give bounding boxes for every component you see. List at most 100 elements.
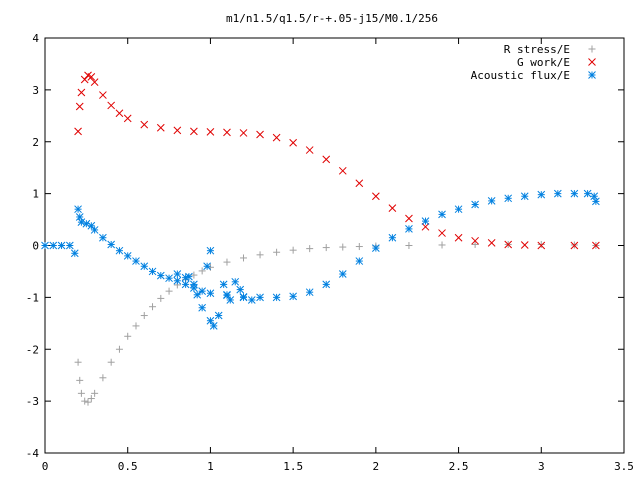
marker-stroke xyxy=(272,133,281,142)
marker-stroke xyxy=(193,290,202,299)
marker-stroke xyxy=(203,262,211,271)
data-point xyxy=(236,285,245,294)
y-tick-label: -4 xyxy=(26,447,40,460)
data-point xyxy=(157,294,165,302)
data-point xyxy=(99,91,107,99)
y-tick-label: -3 xyxy=(26,395,39,408)
legend-label: Acoustic flux/E xyxy=(471,69,570,82)
marker-stroke xyxy=(322,155,331,164)
axis-ticks: 0 0.5 1 1.5 2 2.5 3 3.5 -4 -3 -2 -1 0 1 2 3 4 xyxy=(26,32,634,473)
marker-stroke xyxy=(590,192,599,201)
plot-border xyxy=(44,37,625,454)
data-point xyxy=(74,358,82,366)
data-point xyxy=(132,257,140,265)
marker-stroke xyxy=(87,221,96,230)
marker-stroke xyxy=(372,192,380,201)
y-tick-label: 1 xyxy=(32,188,39,201)
data-point xyxy=(305,146,314,154)
data-point xyxy=(77,88,86,97)
marker-stroke xyxy=(123,252,132,260)
legend-label: G work/E xyxy=(517,56,570,69)
marker-stroke xyxy=(570,189,579,198)
data-point xyxy=(438,229,446,237)
marker-stroke xyxy=(438,210,446,219)
marker-stroke xyxy=(372,244,380,252)
x-tick-label: 0.5 xyxy=(118,460,138,473)
data-point xyxy=(372,192,380,201)
marker-stroke xyxy=(57,241,66,250)
x-tick-label: 2 xyxy=(373,460,380,473)
marker-stroke xyxy=(123,114,132,123)
data-point xyxy=(140,312,148,320)
plot-frame xyxy=(44,37,625,454)
data-point xyxy=(355,257,364,265)
marker-stroke xyxy=(198,303,207,312)
data-point xyxy=(306,245,314,253)
data-point xyxy=(80,75,89,84)
data-point xyxy=(454,205,463,214)
data-point xyxy=(388,204,397,213)
data-point xyxy=(193,290,202,299)
marker-stroke xyxy=(185,272,193,281)
marker-stroke xyxy=(99,91,107,99)
marker-stroke xyxy=(289,138,297,147)
data-point xyxy=(198,267,206,275)
data-point xyxy=(87,395,95,403)
data-point xyxy=(590,192,599,201)
series-layer xyxy=(41,71,600,406)
marker-stroke xyxy=(305,146,314,154)
marker-stroke xyxy=(214,311,223,320)
marker-stroke xyxy=(198,287,207,296)
legend-marker xyxy=(588,45,596,53)
marker-stroke xyxy=(421,222,430,231)
marker-stroke xyxy=(115,246,124,255)
data-point xyxy=(87,73,96,81)
data-point xyxy=(504,240,513,249)
data-point xyxy=(165,287,173,295)
data-point xyxy=(190,280,198,289)
data-point xyxy=(223,128,231,137)
data-point xyxy=(173,276,182,285)
data-point xyxy=(438,241,446,249)
data-point xyxy=(570,189,579,198)
marker-stroke xyxy=(223,128,231,137)
data-point xyxy=(165,274,173,283)
data-point xyxy=(203,262,211,271)
data-point xyxy=(198,287,207,296)
data-point xyxy=(132,322,140,330)
data-point xyxy=(240,254,248,262)
data-point xyxy=(256,293,264,302)
x-tick-label: 3 xyxy=(538,460,545,473)
data-point xyxy=(338,166,347,175)
marker-stroke xyxy=(173,270,182,278)
x-tick-label: 0 xyxy=(42,460,49,473)
marker-stroke xyxy=(520,241,529,249)
data-point xyxy=(454,233,463,242)
marker-stroke xyxy=(588,58,596,66)
data-point xyxy=(537,190,546,199)
data-point xyxy=(173,126,182,135)
data-point xyxy=(372,244,380,252)
data-point xyxy=(471,236,479,245)
data-point xyxy=(156,271,165,280)
data-point xyxy=(99,374,107,382)
series-0 xyxy=(74,240,600,406)
data-point xyxy=(87,221,96,230)
marker-stroke xyxy=(405,214,413,223)
marker-stroke xyxy=(77,88,86,97)
marker-stroke xyxy=(173,276,182,285)
data-point xyxy=(537,240,545,248)
data-point xyxy=(322,244,330,252)
data-point xyxy=(537,241,546,250)
marker-stroke xyxy=(90,226,99,234)
data-point xyxy=(438,210,446,219)
marker-stroke xyxy=(471,236,479,245)
data-point xyxy=(206,246,215,255)
data-point xyxy=(185,272,193,281)
data-point xyxy=(123,252,132,260)
marker-stroke xyxy=(537,241,546,250)
data-point xyxy=(198,303,207,312)
marker-stroke xyxy=(209,322,218,330)
data-point xyxy=(592,197,600,206)
